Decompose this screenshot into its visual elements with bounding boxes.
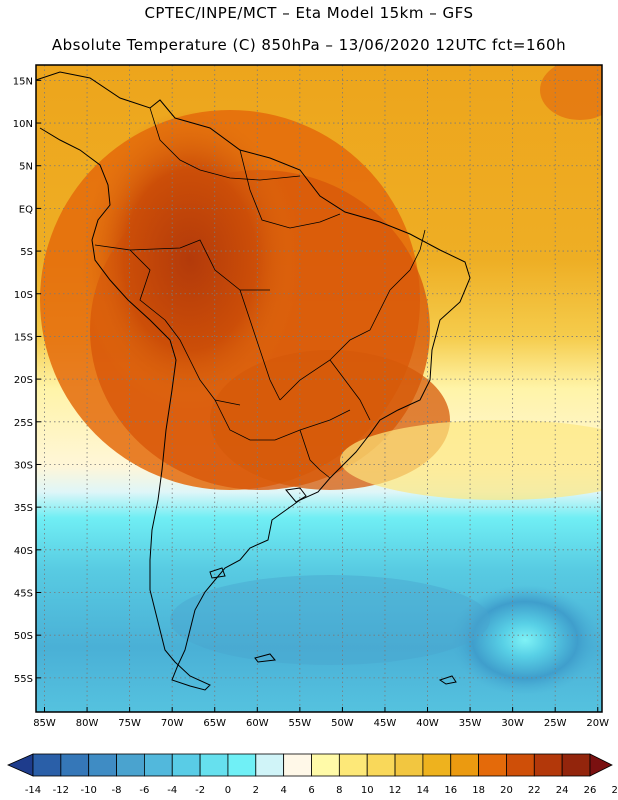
latitude-labels: 15N 10N 5N EQ 5S 10S 15S 20S 25S 30S 35S 40S 45S 50S 5… [13,76,41,685]
colorbar-box [199,753,229,777]
lat-label: 55S [14,674,33,685]
lon-label: 25W [544,718,567,729]
lat-label: 40S [14,546,33,557]
lon-label: 55W [289,718,312,729]
colorbar-box [422,753,452,777]
colorbar-arrow-high [589,753,613,777]
lat-label: 5S [20,247,33,258]
map-title: CPTEC/INPE/MCT – Eta Model 15km – GFS [144,4,474,22]
colorbar-label: 12 [389,785,402,796]
colorbar-box [143,753,173,777]
lon-label: 65W [203,718,226,729]
lat-label: 45S [14,589,33,600]
colorbar-box [283,753,312,777]
colorbar-label: 0 [225,785,231,796]
colorbar-label: 18 [472,785,485,796]
colorbar-label: -2 [195,785,205,796]
colorbar-box [506,753,535,777]
colorbar-label: 14 [417,785,430,796]
lon-label: 85W [33,718,56,729]
colorbar-box [394,753,424,777]
colorbar [7,753,613,777]
lat-label: 30S [14,460,33,471]
colorbar-box [450,753,480,777]
lat-label: 20S [14,375,33,386]
colorbar-label: 20 [500,785,513,796]
colorbar-box [561,753,591,777]
colorbar-box [227,753,257,777]
lat-label: 25S [14,418,33,429]
colorbar-label: 28 [611,785,618,796]
colorbar-box [533,753,563,777]
colorbar-box [255,753,285,777]
colorbar-box [60,753,90,777]
colorbar-label: -14 [25,785,41,796]
lat-label: 10N [13,119,33,130]
lat-label: 10S [14,290,33,301]
colorbar-label: 24 [556,785,569,796]
colorbar-box [88,753,117,777]
colorbar-box [366,753,396,777]
lon-label: 40W [416,718,439,729]
colorbar-label: -10 [81,785,97,796]
lon-label: 50W [331,718,354,729]
colorbar-box [171,753,201,777]
colorbar-box [478,753,507,777]
lat-label: 5N [19,162,33,173]
lat-label: EQ [19,204,33,215]
colorbar-box [116,753,145,777]
colorbar-label: 16 [444,785,457,796]
temperature-field [36,65,602,712]
colorbar-label: 10 [361,785,374,796]
longitude-labels: 85W 80W 75W 70W 65W 60W 55W 50W 45W 40W 35W 30W 25W 2… [33,707,609,729]
map-frame [35,64,603,713]
lon-label: 60W [246,718,269,729]
coastline [35,71,471,691]
colorbar-label: 26 [584,785,597,796]
lat-label: 15S [14,332,33,343]
lon-label: 30W [501,718,524,729]
colorbar-box [338,753,368,777]
lat-label: 15N [13,76,33,87]
colorbar-label: 22 [528,785,541,796]
colorbar-label: 8 [336,785,342,796]
lon-label: 45W [374,718,397,729]
colorbar-label: 4 [280,785,286,796]
colorbar-label: 6 [308,785,314,796]
lon-label: 70W [161,718,184,729]
lat-label: 35S [14,503,33,514]
map-subtitle: Absolute Temperature (C) 850hPa – 13/06/… [51,36,567,54]
colorbar-labels: -14 -12 -10 -8 -6 -4 -2 0 2 4 6 8 10 12 14 16 18 20 22 24 26… [25,785,618,796]
lon-label: 80W [76,718,99,729]
colorbar-label: -4 [167,785,177,796]
colorbar-label: -12 [53,785,69,796]
lon-label: 20W [586,718,609,729]
colorbar-label: -8 [112,785,122,796]
colorbar-label: 2 [253,785,259,796]
lon-label: 75W [118,718,141,729]
colorbar-label: -6 [139,785,149,796]
lat-label: 50S [14,631,33,642]
colorbar-box [32,753,62,777]
lon-label: 35W [459,718,482,729]
colorbar-arrow-low [7,753,34,777]
country-borders [94,107,426,479]
colorbar-box [311,753,340,777]
